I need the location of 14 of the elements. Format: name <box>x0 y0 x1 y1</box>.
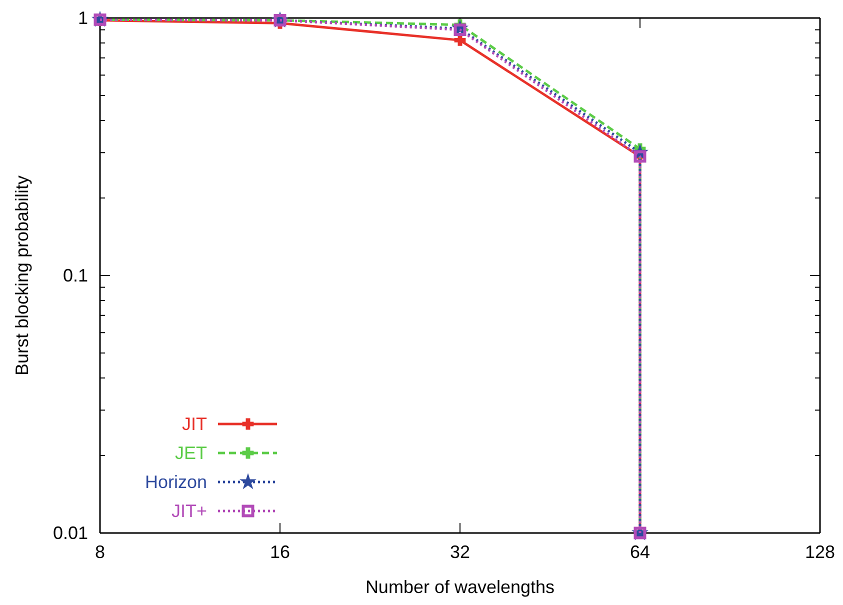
y-tick-label: 1 <box>78 8 88 28</box>
x-tick-label: 16 <box>270 542 290 562</box>
y-tick-label: 0.1 <box>62 265 88 286</box>
x-tick-label: 128 <box>804 542 836 562</box>
y-tick-label: 0.01 <box>52 522 88 543</box>
x-tick-label: 8 <box>94 542 106 562</box>
x-axis-title: Number of wavelengths <box>365 577 555 597</box>
legend-label: JIT <box>182 414 207 434</box>
x-tick-label: 32 <box>450 542 470 562</box>
legend-label: JET <box>174 443 207 463</box>
y-axis-title: Burst blocking probability <box>12 175 32 376</box>
x-tick-label: 64 <box>630 542 650 562</box>
legend-label: JIT+ <box>171 501 207 521</box>
legend-label: Horizon <box>144 472 207 492</box>
